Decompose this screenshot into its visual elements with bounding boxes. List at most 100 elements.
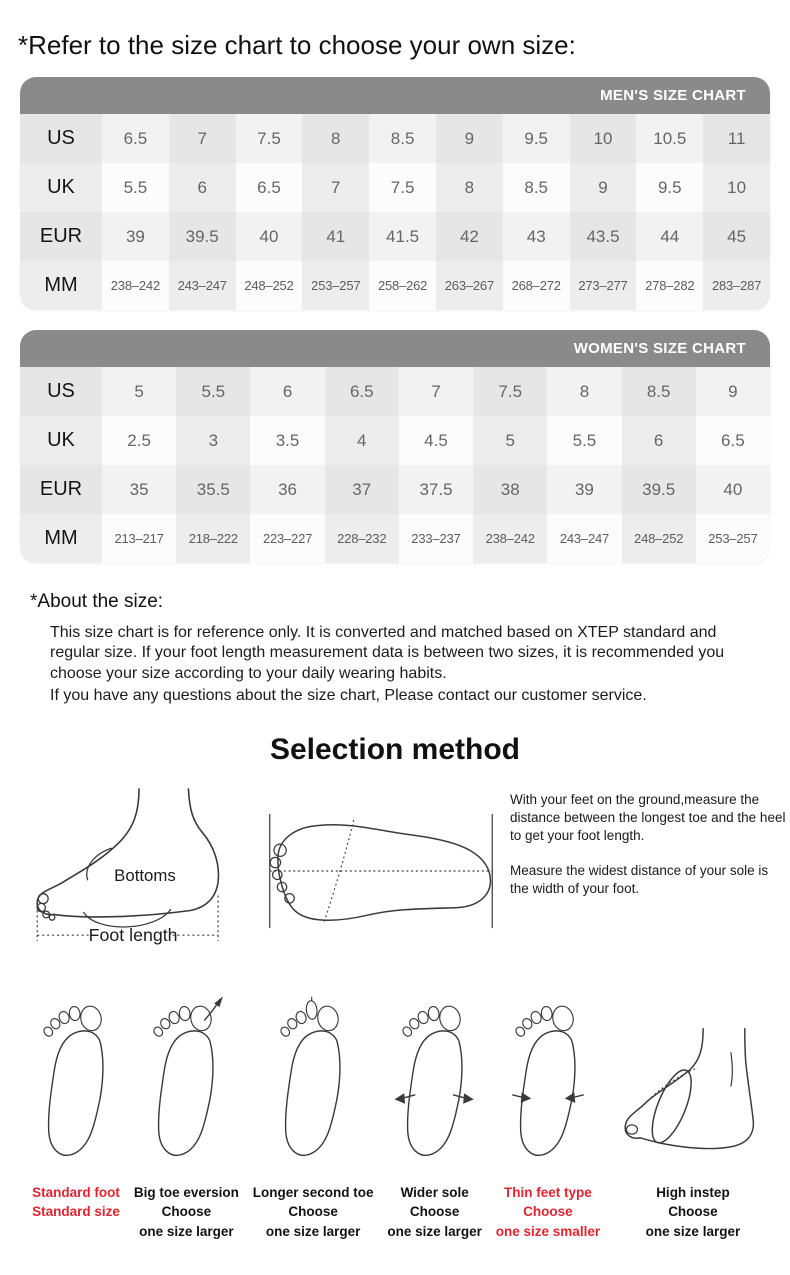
size-value-cell: 263–267 bbox=[436, 261, 503, 310]
foot-type-caption-line: Big toe eversion bbox=[133, 1184, 239, 1200]
mens-size-chart-header: MEN'S SIZE CHART bbox=[20, 77, 770, 114]
size-value-cell: 238–242 bbox=[473, 514, 548, 563]
size-value-cell: 5 bbox=[102, 367, 177, 416]
size-value-cell: 45 bbox=[703, 212, 770, 261]
foot-type-caption-line: one size larger bbox=[387, 1224, 482, 1239]
size-value-cell: 6.5 bbox=[324, 367, 399, 416]
size-value-cell: 41.5 bbox=[369, 212, 436, 261]
size-value-cell: 39.5 bbox=[621, 465, 696, 514]
size-value-cell: 258–262 bbox=[369, 261, 436, 310]
selection-method-heading: Selection method bbox=[269, 732, 521, 766]
foot-type-caption: Wider sole Choose one size larger bbox=[387, 1183, 482, 1242]
mens-size-chart: MEN'S SIZE CHART US 6.5 7 7.5 8 8.5 9 9.5 10 10.5… bbox=[20, 77, 770, 310]
size-value-cell: 37 bbox=[324, 465, 399, 514]
size-value-cell: 7 bbox=[302, 163, 370, 212]
about-size-section: *About the size: This size chart is for … bbox=[30, 591, 760, 707]
womens-size-chart-grid: US 5 5.5 6 6.5 7 7.5 8 8.5 9 UK 2.5 3 3.5 4 4.5 5 5.5 6 6.5… bbox=[20, 367, 770, 563]
size-value-cell: 6 bbox=[621, 416, 696, 465]
size-value-cell: 7.5 bbox=[369, 163, 436, 212]
size-value-cell: 283–287 bbox=[703, 261, 770, 310]
foot-type-caption-line: one size larger bbox=[265, 1224, 361, 1239]
measurement-instructions: With your feet on the ground,measure the… bbox=[510, 791, 790, 898]
size-value-cell: 40 bbox=[695, 465, 770, 514]
foot-length-diagram-icon: Bottoms Foot length bbox=[36, 788, 220, 945]
foot-type-caption: Longer second toe Choose one size larger bbox=[253, 1183, 374, 1242]
size-row-label: US bbox=[20, 367, 102, 416]
size-value-cell: 213–217 bbox=[102, 514, 177, 563]
foot-types-row: Standard foot Standard size Big toe eversi… bbox=[0, 967, 790, 1242]
size-value-cell: 39 bbox=[102, 212, 169, 261]
foot-type-longer-second-toe: Longer second toe Choose one size larger bbox=[253, 985, 374, 1242]
size-value-cell: 36 bbox=[250, 465, 325, 514]
size-value-cell: 243–247 bbox=[168, 261, 236, 310]
foot-type-caption-line: Choose bbox=[523, 1204, 573, 1220]
foot-sole-icon bbox=[153, 996, 224, 1156]
foot-type-caption-line: High instep bbox=[656, 1184, 730, 1200]
size-value-cell: 10 bbox=[569, 114, 637, 163]
size-value-cell: 11 bbox=[703, 114, 770, 163]
size-value-cell: 243–247 bbox=[547, 514, 622, 563]
size-value-cell: 253–257 bbox=[302, 261, 370, 310]
size-value-cell: 248–252 bbox=[235, 261, 303, 310]
size-value-cell: 7.5 bbox=[473, 367, 548, 416]
size-value-cell: 4.5 bbox=[398, 416, 474, 465]
foot-sole-icon bbox=[512, 1005, 584, 1156]
size-value-cell: 9.5 bbox=[502, 114, 570, 163]
foot-sole-icon bbox=[43, 1005, 104, 1156]
size-value-cell: 223–227 bbox=[250, 514, 325, 563]
size-value-cell: 4 bbox=[324, 416, 399, 465]
womens-size-chart-title: WOMEN'S SIZE CHART bbox=[573, 340, 746, 357]
size-value-cell: 9 bbox=[569, 163, 637, 212]
foot-type-caption: Big toe eversion Choose one size larger bbox=[134, 1183, 239, 1242]
foot-type-caption-line: Choose bbox=[161, 1204, 212, 1220]
about-paragraph-2: If you have any questions about the size… bbox=[50, 687, 647, 705]
size-value-cell: 278–282 bbox=[636, 261, 704, 310]
foot-type-caption-line: Wider sole bbox=[400, 1184, 469, 1200]
size-value-cell: 10 bbox=[703, 163, 770, 212]
size-value-cell: 248–252 bbox=[621, 514, 696, 563]
mens-size-chart-grid: US 6.5 7 7.5 8 8.5 9 9.5 10 10.5 11 UK 5.5 6 6.5 7 7.5 8 8… bbox=[20, 114, 770, 310]
size-value-cell: 5.5 bbox=[176, 367, 251, 416]
size-value-cell: 6 bbox=[250, 367, 325, 416]
foot-type-caption: Standard foot Standard size bbox=[32, 1183, 120, 1222]
foot-type-caption-line: one size smaller bbox=[495, 1224, 601, 1239]
size-value-cell: 8 bbox=[436, 163, 503, 212]
size-value-cell: 6.5 bbox=[102, 114, 169, 163]
size-row-label: US bbox=[20, 114, 102, 163]
high-instep-foot-icon bbox=[624, 1027, 755, 1150]
size-value-cell: 41 bbox=[302, 212, 370, 261]
about-paragraph-1: This size chart is for reference only. I… bbox=[50, 624, 725, 682]
foot-type-standard-foot: Standard foot Standard size bbox=[32, 985, 120, 1222]
size-value-cell: 228–232 bbox=[324, 514, 399, 563]
size-value-cell: 8.5 bbox=[502, 163, 570, 212]
foot-width-diagram-icon bbox=[269, 813, 493, 929]
foot-sole-icon bbox=[280, 996, 341, 1156]
size-value-cell: 9 bbox=[695, 367, 770, 416]
foot-sole-icon bbox=[394, 1005, 474, 1156]
foot-type-high-instep: High instep Choose one size larger bbox=[614, 985, 772, 1242]
size-value-cell: 37.5 bbox=[398, 465, 474, 514]
size-value-cell: 5.5 bbox=[102, 163, 169, 212]
size-value-cell: 9.5 bbox=[636, 163, 704, 212]
measure-length-instruction: With your feet on the ground,measure the… bbox=[510, 791, 786, 843]
size-value-cell: 2.5 bbox=[102, 416, 177, 465]
womens-size-chart-header: WOMEN'S SIZE CHART bbox=[20, 330, 770, 367]
size-value-cell: 8.5 bbox=[621, 367, 696, 416]
size-value-cell: 8 bbox=[302, 114, 370, 163]
size-value-cell: 7.5 bbox=[235, 114, 303, 163]
about-size-heading: *About the size: bbox=[30, 591, 164, 612]
foot-type-caption-line: Longer second toe bbox=[252, 1184, 374, 1200]
foot-type-wider-sole: Wider sole Choose one size larger bbox=[387, 985, 482, 1242]
size-value-cell: 3.5 bbox=[250, 416, 325, 465]
page-title: *Refer to the size chart to choose your … bbox=[18, 30, 576, 60]
size-value-cell: 6.5 bbox=[695, 416, 770, 465]
size-guide-page: *Refer to the size chart to choose your … bbox=[0, 30, 790, 1275]
size-value-cell: 39.5 bbox=[168, 212, 236, 261]
size-value-cell: 5 bbox=[473, 416, 548, 465]
size-value-cell: 253–257 bbox=[695, 514, 770, 563]
size-value-cell: 8.5 bbox=[369, 114, 436, 163]
size-value-cell: 6 bbox=[168, 163, 236, 212]
size-value-cell: 42 bbox=[436, 212, 503, 261]
size-value-cell: 7 bbox=[398, 367, 474, 416]
size-value-cell: 35 bbox=[102, 465, 177, 514]
